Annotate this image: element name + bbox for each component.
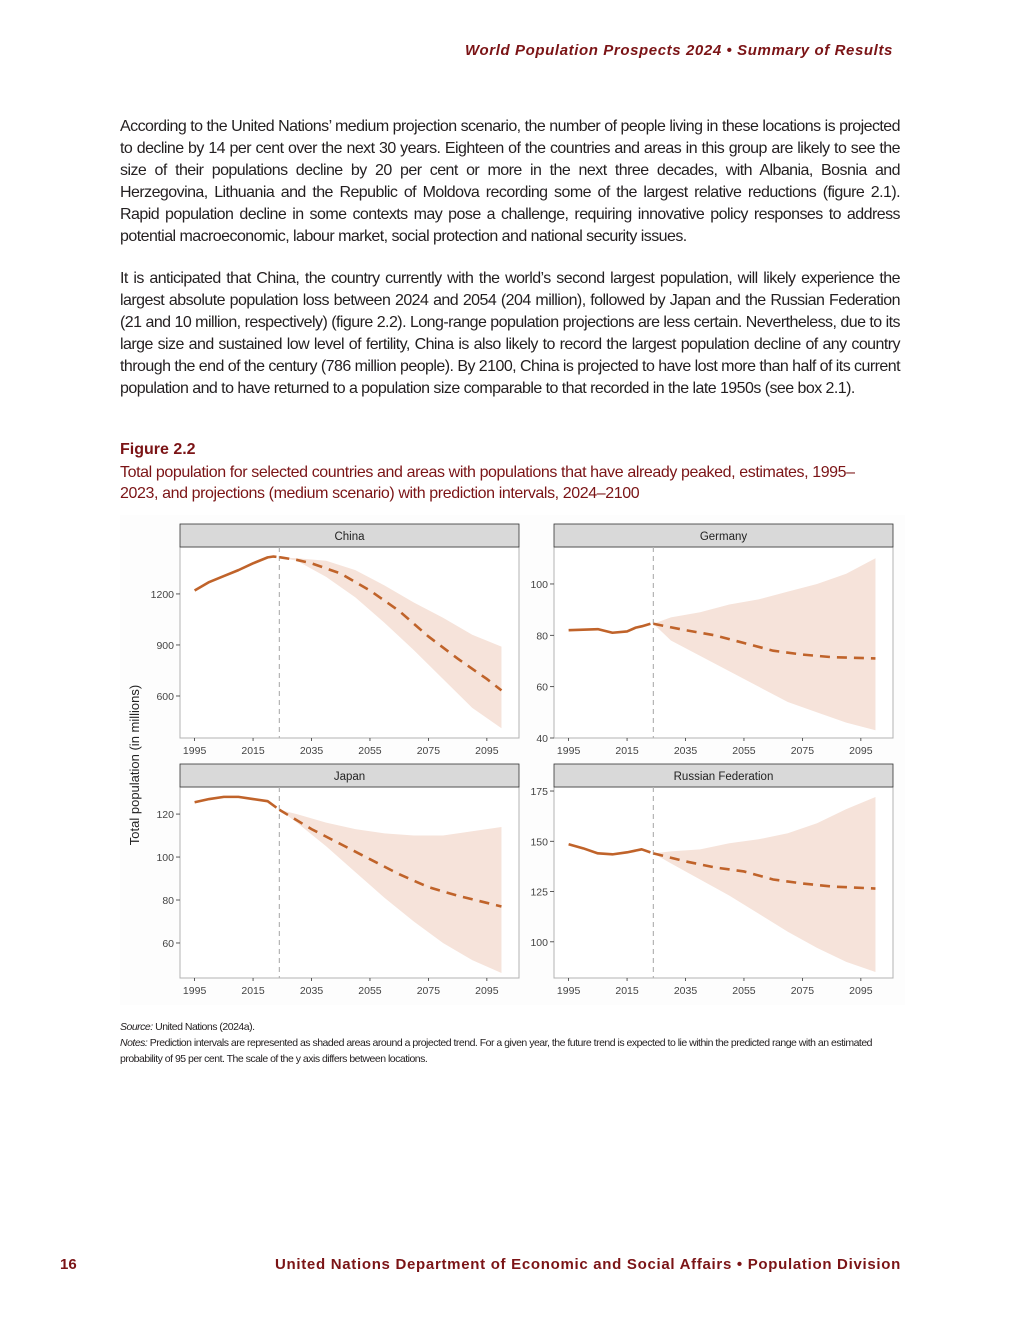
x-tick-label: 2015 [241, 745, 265, 757]
source-line: Source: United Nations (2024a). [120, 1019, 910, 1035]
x-tick-label: 1995 [183, 985, 207, 997]
body-paragraph-2: It is anticipated that China, the countr… [120, 270, 901, 397]
y-tick-label: 1200 [151, 589, 175, 601]
body-paragraph-1: According to the United Nations’ medium … [120, 118, 901, 245]
notes-line: Notes: Prediction intervals are represen… [120, 1035, 910, 1067]
panel-russian-federation: Russian Federation 100 125 150 175 1995 2015 20… [530, 763, 894, 997]
estimates-line [193, 555, 277, 592]
x-tick-label: 2055 [358, 985, 382, 997]
figure-label: Figure 2.2 [120, 441, 196, 458]
x-tick-label: 2075 [417, 745, 441, 757]
x-tick-label: 2055 [358, 745, 382, 757]
panel-china: China 600 900 1200 1995 2015 2035 2055 2075 2095 [151, 523, 520, 757]
x-tick-label: 1995 [557, 745, 581, 757]
prediction-interval-band [653, 558, 876, 731]
panel-header [179, 763, 520, 788]
estimates-line [568, 622, 651, 635]
x-tick-label: 2015 [615, 745, 639, 757]
x-tick-label: 1995 [557, 985, 581, 997]
prediction-interval-band [653, 797, 876, 972]
x-tick-label: 2015 [241, 985, 265, 997]
y-tick-label: 100 [156, 852, 174, 864]
panel-title: Japan [334, 771, 365, 783]
x-tick-label: 2035 [300, 985, 324, 997]
y-tick-label: 120 [156, 809, 174, 821]
x-tick-label: 2015 [615, 985, 639, 997]
y-tick-label: 80 [536, 630, 548, 642]
y-tick-label: 900 [156, 640, 174, 652]
estimates-line [568, 843, 651, 856]
y-tick-label: 175 [530, 786, 548, 798]
x-tick-label: 1995 [183, 745, 207, 757]
panel-header [553, 523, 894, 548]
figure-title: Total population for selected countries … [120, 464, 855, 502]
projection-line [653, 622, 876, 660]
x-tick-label: 2075 [791, 745, 815, 757]
y-tick-label: 600 [156, 691, 174, 703]
projection-line [279, 555, 503, 692]
y-tick-label: 100 [530, 579, 548, 591]
x-tick-label: 2055 [732, 985, 756, 997]
x-tick-label: 2075 [791, 985, 815, 997]
y-tick-label: 100 [530, 937, 548, 949]
projection-line [653, 852, 876, 890]
panel-germany: Germany 40 60 80 100 1995 2015 2035 2055 2075 2095 [530, 523, 894, 757]
panel-header [179, 523, 520, 548]
panel-title: Germany [700, 531, 748, 543]
x-tick-label: 2095 [849, 985, 873, 997]
x-tick-label: 2095 [475, 985, 499, 997]
x-tick-label: 2035 [674, 745, 698, 757]
projection-line [278, 808, 502, 908]
y-axis-title: Total population (in millions) [127, 685, 142, 845]
estimates-line [194, 795, 278, 809]
x-tick-label: 2055 [732, 745, 756, 757]
population-chart: Total population (in millions) China 600 90… [120, 515, 905, 1005]
running-header: World Population Prospects 2024 • Summar… [465, 42, 893, 59]
panel-japan: Japan 60 80 100 120 1995 2015 2035 2055 2075 2095 [156, 763, 520, 997]
panel-title: Russian Federation [674, 771, 774, 783]
prediction-interval-band [279, 557, 502, 729]
page-number: 16 [60, 1256, 77, 1273]
y-tick-label: 60 [536, 682, 548, 694]
x-tick-label: 2095 [475, 745, 499, 757]
notes-text: Prediction intervals are represented as … [120, 1037, 873, 1065]
panel-header [553, 763, 894, 788]
x-tick-label: 2035 [300, 745, 324, 757]
prediction-interval-band [279, 809, 502, 974]
notes-label: Notes: [120, 1037, 148, 1049]
source-label: Source: [120, 1021, 153, 1033]
y-tick-label: 150 [530, 836, 548, 848]
figure-notes: Source: United Nations (2024a). Notes: P… [120, 1019, 910, 1067]
y-tick-label: 125 [530, 887, 548, 899]
panel-title: China [334, 531, 365, 543]
x-tick-label: 2035 [674, 985, 698, 997]
x-tick-label: 2095 [849, 745, 873, 757]
x-tick-label: 2075 [417, 985, 441, 997]
y-tick-label: 40 [536, 733, 548, 745]
page-footer: United Nations Department of Economic an… [274, 1256, 901, 1273]
source-text: United Nations (2024a). [152, 1021, 255, 1033]
y-tick-label: 60 [162, 938, 174, 950]
y-tick-label: 80 [162, 895, 174, 907]
